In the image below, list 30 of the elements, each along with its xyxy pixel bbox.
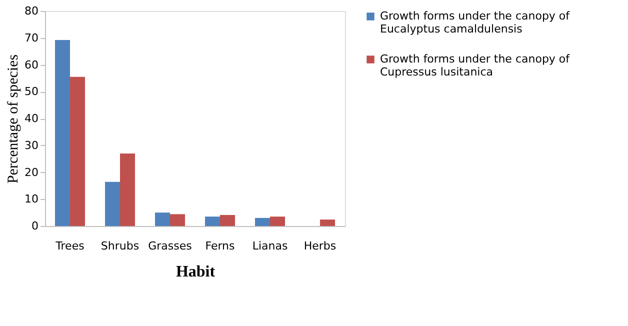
x-tick-label: Ferns	[205, 240, 236, 252]
bar	[70, 76, 85, 226]
y-tick-label: 70	[24, 31, 38, 44]
y-tick-label: 60	[24, 58, 38, 72]
bar	[120, 153, 135, 226]
bar	[205, 216, 220, 226]
bar	[55, 40, 70, 226]
bar	[170, 214, 185, 226]
y-tick-label: 30	[24, 138, 38, 152]
bar	[270, 216, 285, 226]
bar	[155, 212, 170, 226]
x-axis-title: Habit	[176, 264, 216, 280]
x-tick-label: Trees	[54, 240, 85, 252]
x-tick-label: Shrubs	[100, 240, 140, 252]
y-tick-label: 10	[24, 192, 38, 206]
bar	[220, 214, 235, 226]
bar	[255, 218, 270, 226]
y-axis-title: Percentage of species	[6, 54, 22, 184]
y-tick-label: 0	[32, 220, 38, 232]
y-tick-label: 50	[24, 85, 38, 98]
y-tick-label: 20	[24, 166, 38, 179]
bar	[105, 182, 120, 226]
y-tick-label: 40	[24, 112, 38, 125]
x-tick-label: Grasses	[148, 240, 192, 252]
x-tick-label: Herbs	[304, 240, 336, 252]
legend-label: Growth forms under the canopy of Cupressus lusitanica	[380, 52, 571, 78]
x-tick-label: Lianas	[252, 240, 288, 252]
bar	[320, 220, 335, 226]
legend-label: Growth forms under the canopy of Eucalyptus camaldulensis	[380, 10, 571, 36]
y-tick-label: 80	[24, 4, 38, 18]
